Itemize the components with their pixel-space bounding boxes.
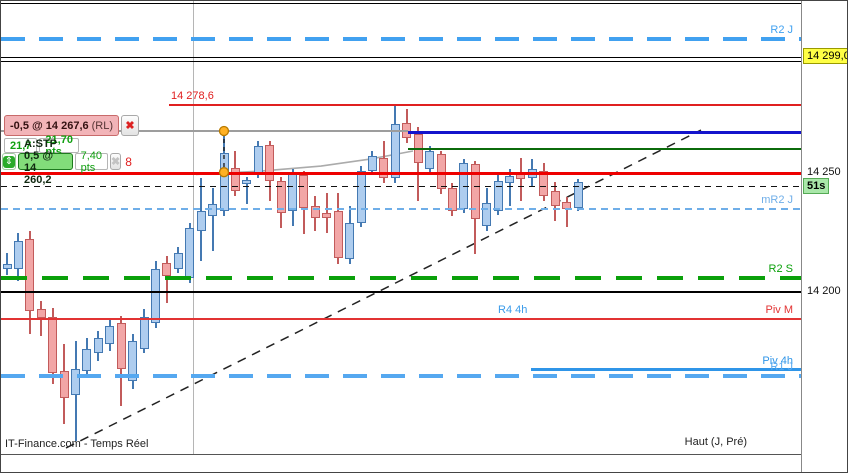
order-rl-text: -0,5 @ 14 267,6 [10,119,89,132]
order-stp-close-button[interactable]: ✖ [110,153,122,170]
candles-layer [1,1,801,454]
price-tick: 14 250 [807,166,841,178]
time-axis[interactable] [1,454,801,472]
order-rl-close-button[interactable]: ✖ [121,115,140,136]
chart-plot-area[interactable]: R2 J 14 278,6 mR2 J R2 S R4 4h Piv M Piv 4h R1 … [1,1,801,454]
close-x-icon: ✖ [111,156,121,168]
order-stp-label[interactable]: A:STP 0,5 @ 14 260,2 [18,138,73,186]
close-x-icon: ✖ [125,120,135,132]
order-stp-move-button[interactable]: ⇕ [2,153,16,170]
session-high-badge: 14 299,0 [803,48,847,65]
order-stp-text: A:STP 0,5 @ 14 260,2 [24,137,57,186]
price-tick: 14 200 [807,285,841,297]
hidden-line-label-fragment: 8 [125,154,132,169]
countdown-badge: 51s [803,177,830,194]
resize-vertical-icon: ⇕ [3,155,15,168]
chart-top-border [1,3,801,4]
pnl-value-cell: 21,7 [4,138,38,153]
watermark-feed: IT-Finance.com - Temps Réel [5,438,149,450]
indicator-name-label: Haut (J, Pré) [684,436,747,448]
order-stp-points-cell: 7,40 pts [74,150,109,174]
pnl-value: 21,7 [10,139,32,152]
price-axis[interactable]: 14 299,0 14 250 51s 14 200 [801,1,847,472]
order-stp-points: 7,40 pts [80,149,103,174]
order-rl-suffix: (RL) [91,119,114,132]
